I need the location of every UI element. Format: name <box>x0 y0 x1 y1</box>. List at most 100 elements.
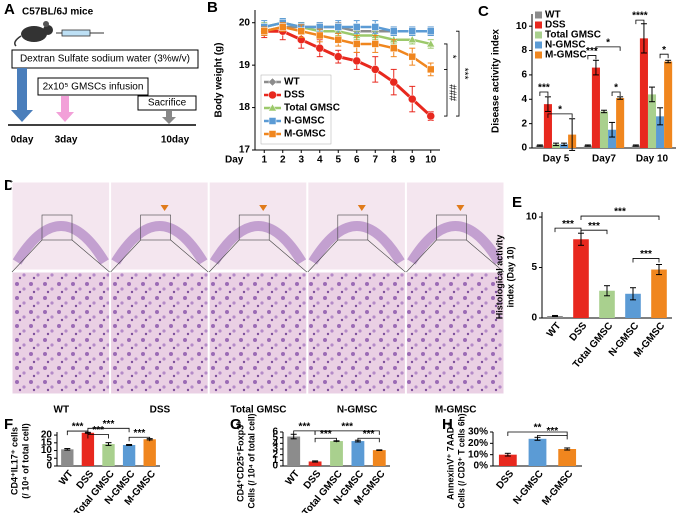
significance-bracket <box>456 30 460 117</box>
significance-bracket <box>314 437 337 443</box>
arrowhead-marker <box>357 205 366 211</box>
point <box>408 27 416 35</box>
point <box>279 23 287 31</box>
point <box>352 56 361 66</box>
histology-label: M-GMSC <box>435 405 477 416</box>
legend-label: N-GMSC <box>284 116 325 127</box>
y-tick-label: 10 <box>516 21 528 32</box>
y-tick-label: 2 <box>521 118 527 129</box>
legend-swatch <box>535 11 542 19</box>
panel-label: H <box>442 416 453 433</box>
arrowhead-marker <box>160 205 169 211</box>
line <box>263 21 431 33</box>
bar <box>599 290 615 318</box>
bar <box>651 269 667 318</box>
point <box>268 77 277 87</box>
significance-label: *** <box>92 425 104 436</box>
zoom-line <box>269 239 307 273</box>
significance-bracket <box>87 427 130 433</box>
y-tick-label: 0 <box>531 313 537 324</box>
arrow <box>162 111 176 124</box>
bar <box>61 449 74 466</box>
point <box>427 65 435 74</box>
significance-label: *** <box>320 429 332 440</box>
line <box>263 25 432 71</box>
x-tick-label: 1 <box>261 155 267 166</box>
y-tick-label: 3 <box>272 444 278 455</box>
histology: WT DSS Total GMSC N-GMSC M-GMSC <box>11 181 505 416</box>
histology-label: N-GMSC <box>337 405 378 416</box>
significance-bracket <box>635 19 645 25</box>
y-tick-label: 5 <box>272 432 278 443</box>
x-tick-label: 8 <box>391 155 397 166</box>
y-tick-label: 6 <box>272 427 278 438</box>
point <box>371 23 379 31</box>
bar <box>102 444 115 466</box>
sacrifice-label: Sacrifice <box>148 98 187 109</box>
zoom-box <box>140 214 171 241</box>
legend-swatch <box>535 21 542 29</box>
legend-label: WT <box>545 10 561 21</box>
x-tick-label: 2 <box>280 155 286 166</box>
y-tick-label: 30% <box>468 427 488 438</box>
x-tick-label: 10 <box>425 155 437 166</box>
y-axis-label: Body weight (g) <box>214 43 225 118</box>
zoom-line <box>466 239 505 273</box>
significance-label: *** <box>134 428 146 439</box>
timeline-label: 0day <box>11 135 34 146</box>
y-tick-label: 5 <box>531 262 537 273</box>
x-tick-label: WT <box>284 469 302 488</box>
significance-label: * <box>606 38 610 49</box>
y-tick-label: 18 <box>239 102 251 113</box>
significance-bracket <box>580 229 608 235</box>
significance-bracket <box>314 430 380 435</box>
y-tick-label: 4 <box>521 94 527 105</box>
histology-image <box>11 271 111 395</box>
sacrifice-box <box>137 95 197 111</box>
bar <box>122 444 136 466</box>
legend-swatch <box>535 31 542 39</box>
histology-image <box>110 271 209 395</box>
significance-label: * <box>558 105 562 116</box>
significance-bracket <box>611 91 621 96</box>
y-axis-label: Cells (/ 10⁴ of total cell) <box>246 414 256 509</box>
zoom-line <box>406 239 437 273</box>
histology-label: WT <box>54 405 70 416</box>
bar <box>498 454 517 466</box>
zoom-line <box>208 239 240 273</box>
point <box>260 27 268 35</box>
bar <box>330 441 343 466</box>
point <box>334 23 342 31</box>
y-axis-label: CD4⁺CD25⁺Foxp3⁺ <box>235 420 245 502</box>
x-tick-label: Day 5 <box>543 154 570 165</box>
y-tick-label: 10 <box>526 212 538 223</box>
y-tick-label: 20% <box>468 438 488 449</box>
legend-swatch <box>535 41 542 49</box>
bar <box>560 144 569 148</box>
y-tick-label: 0 <box>46 461 52 472</box>
bar <box>625 293 641 318</box>
significance-bracket <box>357 437 380 443</box>
point <box>427 27 435 35</box>
significance-label: *** <box>299 422 311 433</box>
significance-bracket <box>444 68 448 117</box>
histology-image <box>307 271 406 395</box>
significance-bracket <box>128 436 151 442</box>
bar <box>573 239 589 318</box>
point <box>316 31 324 40</box>
x-axis-label: Day <box>225 155 244 166</box>
x-tick-label: 7 <box>372 155 378 166</box>
histology-label: DSS <box>150 405 171 416</box>
bar <box>616 98 625 148</box>
point <box>407 35 417 43</box>
x-tick-label: WT <box>57 469 75 488</box>
legend-label: DSS <box>545 20 566 31</box>
bar <box>551 144 561 148</box>
significance-label: *** <box>363 429 375 440</box>
mouse-icon <box>21 26 47 42</box>
point <box>426 39 436 48</box>
significance-bracket <box>547 113 573 118</box>
bar <box>599 111 609 148</box>
y-axis-label: CD4⁺IL17⁺ cells <box>9 427 19 495</box>
infusion-label: 2x10⁵ GMSCs infusion <box>43 82 144 93</box>
